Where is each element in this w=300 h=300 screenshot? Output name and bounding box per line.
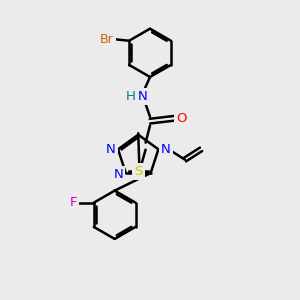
- Text: N: N: [138, 90, 148, 103]
- Text: H: H: [125, 90, 135, 103]
- Text: S: S: [134, 165, 142, 178]
- Text: F: F: [69, 196, 77, 209]
- Text: Br: Br: [100, 33, 114, 46]
- Text: O: O: [176, 112, 187, 125]
- Text: N: N: [161, 143, 171, 156]
- Text: N: N: [106, 143, 116, 156]
- Text: N: N: [113, 168, 123, 181]
